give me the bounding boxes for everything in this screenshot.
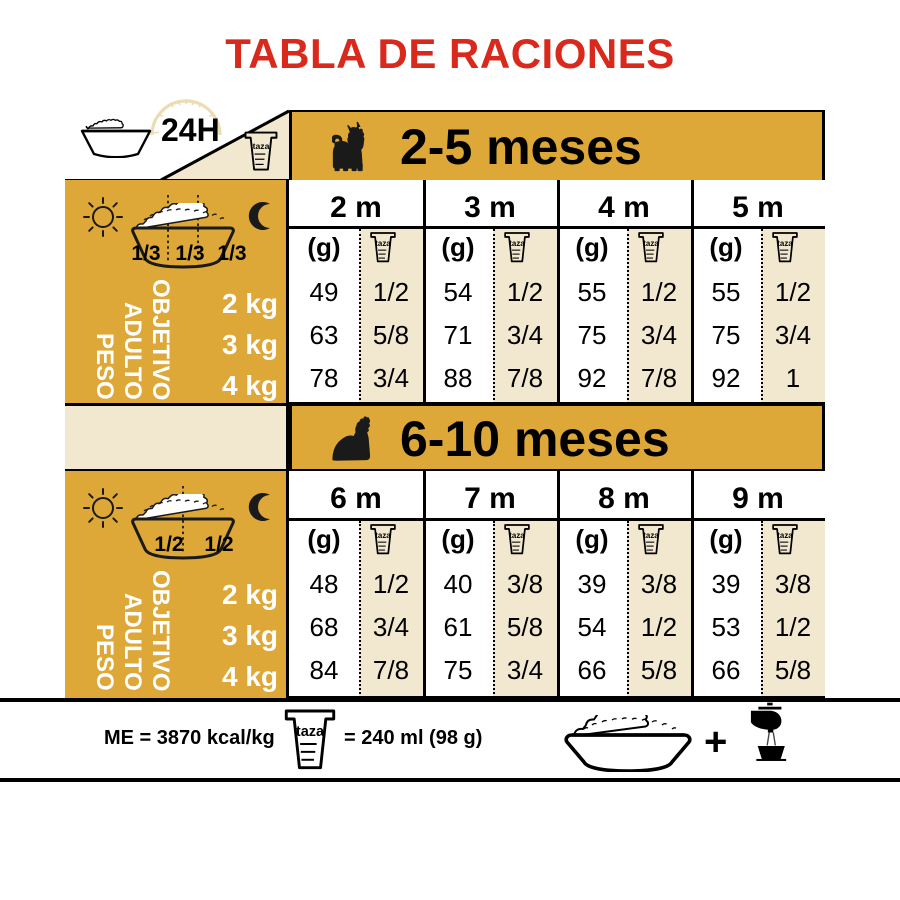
svg-text:taza: taza xyxy=(375,239,391,248)
svg-text:taza: taza xyxy=(777,531,793,540)
svg-text:taza: taza xyxy=(777,239,793,248)
svg-text:taza: taza xyxy=(253,141,270,151)
svg-text:taza: taza xyxy=(509,531,525,540)
svg-text:taza: taza xyxy=(375,531,391,540)
svg-text:taza: taza xyxy=(296,724,325,740)
svg-text:taza: taza xyxy=(643,531,659,540)
svg-text:taza: taza xyxy=(509,239,525,248)
svg-text:taza: taza xyxy=(643,239,659,248)
